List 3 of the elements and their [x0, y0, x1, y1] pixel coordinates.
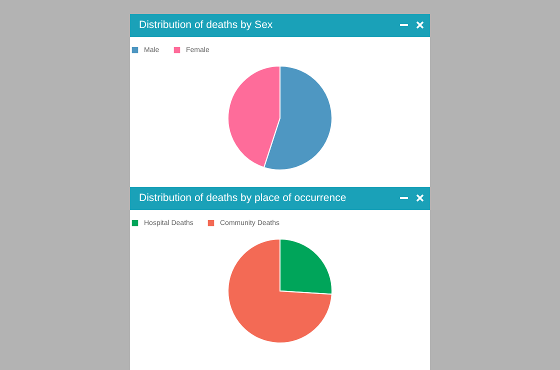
chart-title: Distribution of deaths by Sex	[139, 19, 273, 31]
pie-slice	[228, 238, 332, 344]
chart-title: Distribution of deaths by place of occurrence	[139, 192, 346, 204]
